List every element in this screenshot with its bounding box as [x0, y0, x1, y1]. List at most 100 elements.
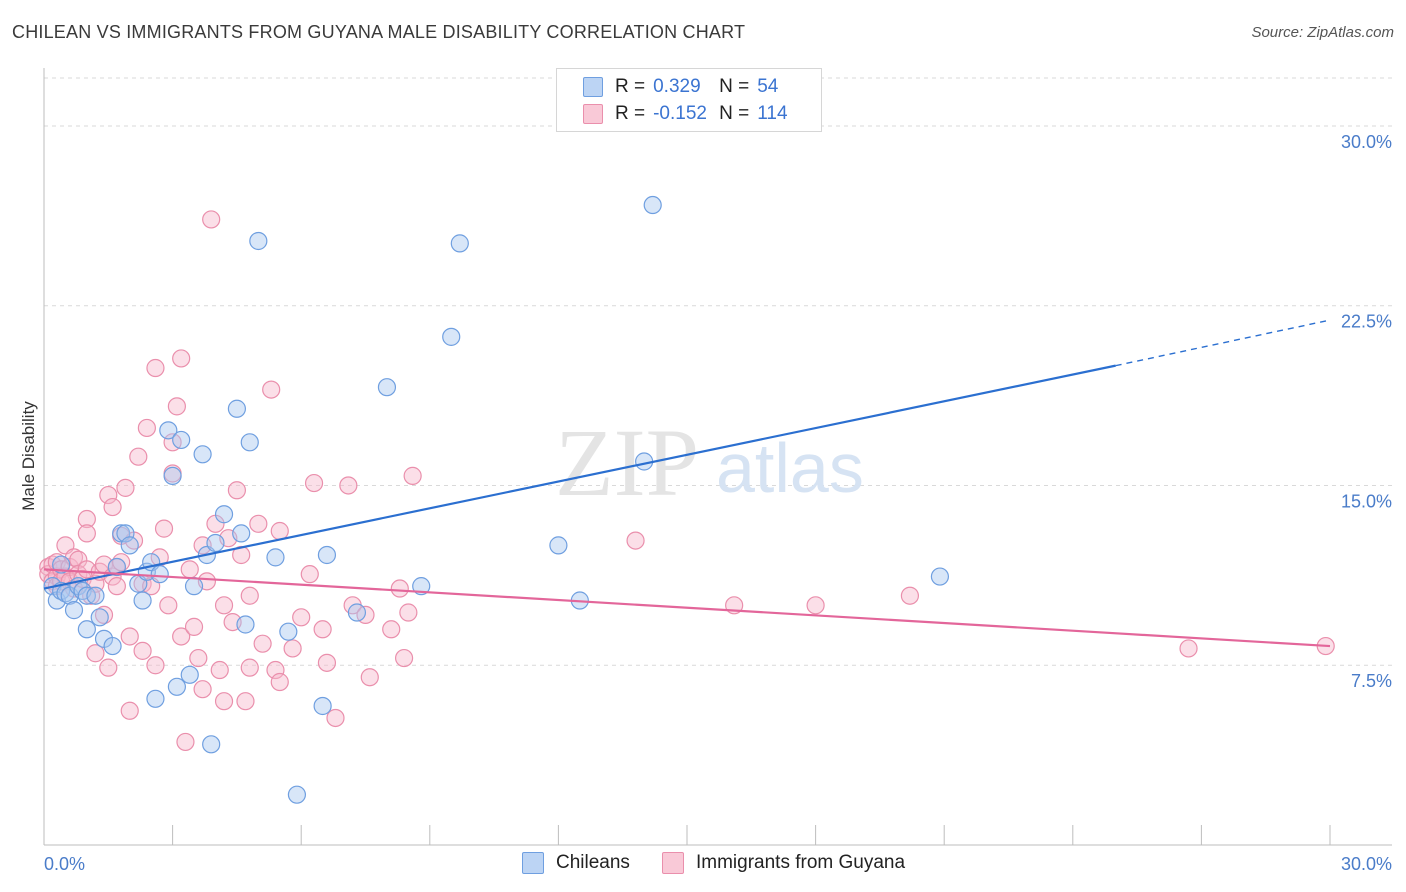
- chileans-point: [287, 785, 307, 804]
- guyana-point: [120, 627, 139, 646]
- guyana-point: [172, 627, 191, 646]
- guyana-point: [317, 653, 337, 672]
- chileans-point: [442, 327, 461, 346]
- guyana-point: [137, 418, 156, 438]
- guyana-point: [107, 577, 126, 596]
- guyana-point: [249, 514, 268, 533]
- chileans-point: [227, 399, 246, 418]
- stats-legend: R = 0.329 N = 54 R = -0.152 N = 114: [556, 68, 822, 132]
- guyana-point: [154, 519, 174, 538]
- blue-swatch: [583, 77, 603, 97]
- watermark-atlas: atlas: [716, 429, 864, 507]
- source-label: Source: ZipAtlas.com: [1251, 24, 1394, 41]
- guyana-point: [189, 648, 208, 668]
- watermark-zip: ZIP: [555, 409, 699, 516]
- guyana-trend-line: [43, 568, 1331, 648]
- guyana-point: [1179, 639, 1198, 658]
- guyana-point: [806, 596, 825, 615]
- chileans-point: [146, 689, 165, 708]
- n-value: 54: [757, 76, 779, 97]
- guyana-point: [120, 701, 139, 720]
- chileans-point: [214, 505, 234, 524]
- chileans-point: [52, 555, 71, 574]
- guyana-point: [270, 521, 289, 541]
- guyana-point: [399, 603, 418, 622]
- pink-swatch: [583, 104, 603, 124]
- chileans-trend-line: [43, 364, 1116, 590]
- chileans-point: [202, 735, 221, 754]
- chileans-point: [172, 430, 191, 450]
- chileans-point: [279, 622, 298, 641]
- guyana-point: [214, 596, 234, 615]
- guyana-point: [227, 481, 246, 500]
- guyana-point: [262, 380, 281, 399]
- trend-lines: [43, 319, 1331, 648]
- guyana-point: [394, 648, 414, 668]
- chileans-point: [120, 536, 139, 555]
- pink-swatch: [662, 852, 684, 874]
- chileans-point: [193, 445, 212, 464]
- guyana-point: [326, 708, 345, 728]
- guyana-point: [129, 447, 148, 466]
- guyana-point: [253, 634, 272, 653]
- x-tick-label-end: 30.0%: [1341, 854, 1392, 874]
- chileans-point: [103, 636, 122, 656]
- guyana-point: [184, 617, 204, 636]
- chileans-point: [116, 524, 135, 543]
- guyana-point: [146, 656, 165, 675]
- n-label: N =: [719, 103, 750, 124]
- guyana-point: [133, 641, 152, 660]
- chileans-point: [180, 665, 199, 684]
- chileans-point: [236, 615, 255, 634]
- legend-item-chileans: Chileans: [522, 852, 630, 874]
- chileans-point: [930, 567, 950, 586]
- series-legend: Chileans Immigrants from Guyana: [0, 852, 1406, 878]
- chileans-point: [549, 536, 568, 555]
- chileans-point: [450, 234, 469, 253]
- legend-label-chileans: Chileans: [556, 852, 630, 873]
- guyana-point: [86, 644, 105, 663]
- chileans-trend-extension: [1115, 319, 1331, 367]
- r-label: R =: [615, 76, 646, 97]
- chileans-point: [167, 677, 186, 696]
- n-label: N =: [719, 76, 750, 97]
- guyana-point: [626, 531, 645, 550]
- legend-item-guyana: Immigrants from Guyana: [662, 852, 905, 874]
- r-value: 0.329: [653, 76, 701, 97]
- guyana-point: [202, 210, 221, 229]
- guyana-point: [403, 466, 422, 485]
- chart-title: CHILEAN VS IMMIGRANTS FROM GUYANA MALE D…: [12, 22, 746, 42]
- guyana-point: [283, 639, 302, 658]
- chileans-point: [64, 601, 84, 620]
- y-tick-label: 7.5%: [1351, 671, 1392, 691]
- axes: [43, 68, 1392, 846]
- legend-row-chileans: R = 0.329 N = 54: [583, 75, 778, 99]
- chileans-point: [317, 545, 337, 565]
- guyana-point: [382, 620, 401, 639]
- chileans-point: [266, 548, 285, 567]
- guyana-point: [270, 672, 289, 692]
- chileans-point: [240, 433, 259, 452]
- legend-row-guyana: R = -0.152 N = 114: [583, 102, 788, 126]
- guyana-point: [210, 660, 229, 680]
- guyana-point: [82, 586, 101, 605]
- guyana-point: [339, 476, 358, 495]
- y-tick-label: 30.0%: [1341, 132, 1392, 152]
- guyana-point: [193, 680, 212, 699]
- guyana-point: [304, 473, 324, 493]
- legend-label-guyana: Immigrants from Guyana: [696, 852, 906, 873]
- chileans-point: [184, 577, 204, 596]
- chileans-point: [249, 231, 268, 251]
- guyana-point: [240, 658, 259, 677]
- grid-lines: [44, 77, 1392, 666]
- chileans-point: [107, 557, 126, 577]
- chileans-point: [643, 195, 662, 215]
- guyana-point: [103, 497, 122, 517]
- chileans-point: [313, 696, 332, 716]
- tick-labels: 7.5% 15.0% 22.5% 30.0% 0.0% 30.0%: [44, 132, 1392, 874]
- guyana-point: [300, 565, 319, 584]
- guyana-point: [360, 668, 379, 687]
- guyana-point: [77, 524, 96, 543]
- y-tick-label: 15.0%: [1341, 491, 1392, 511]
- guyana-point: [167, 397, 186, 416]
